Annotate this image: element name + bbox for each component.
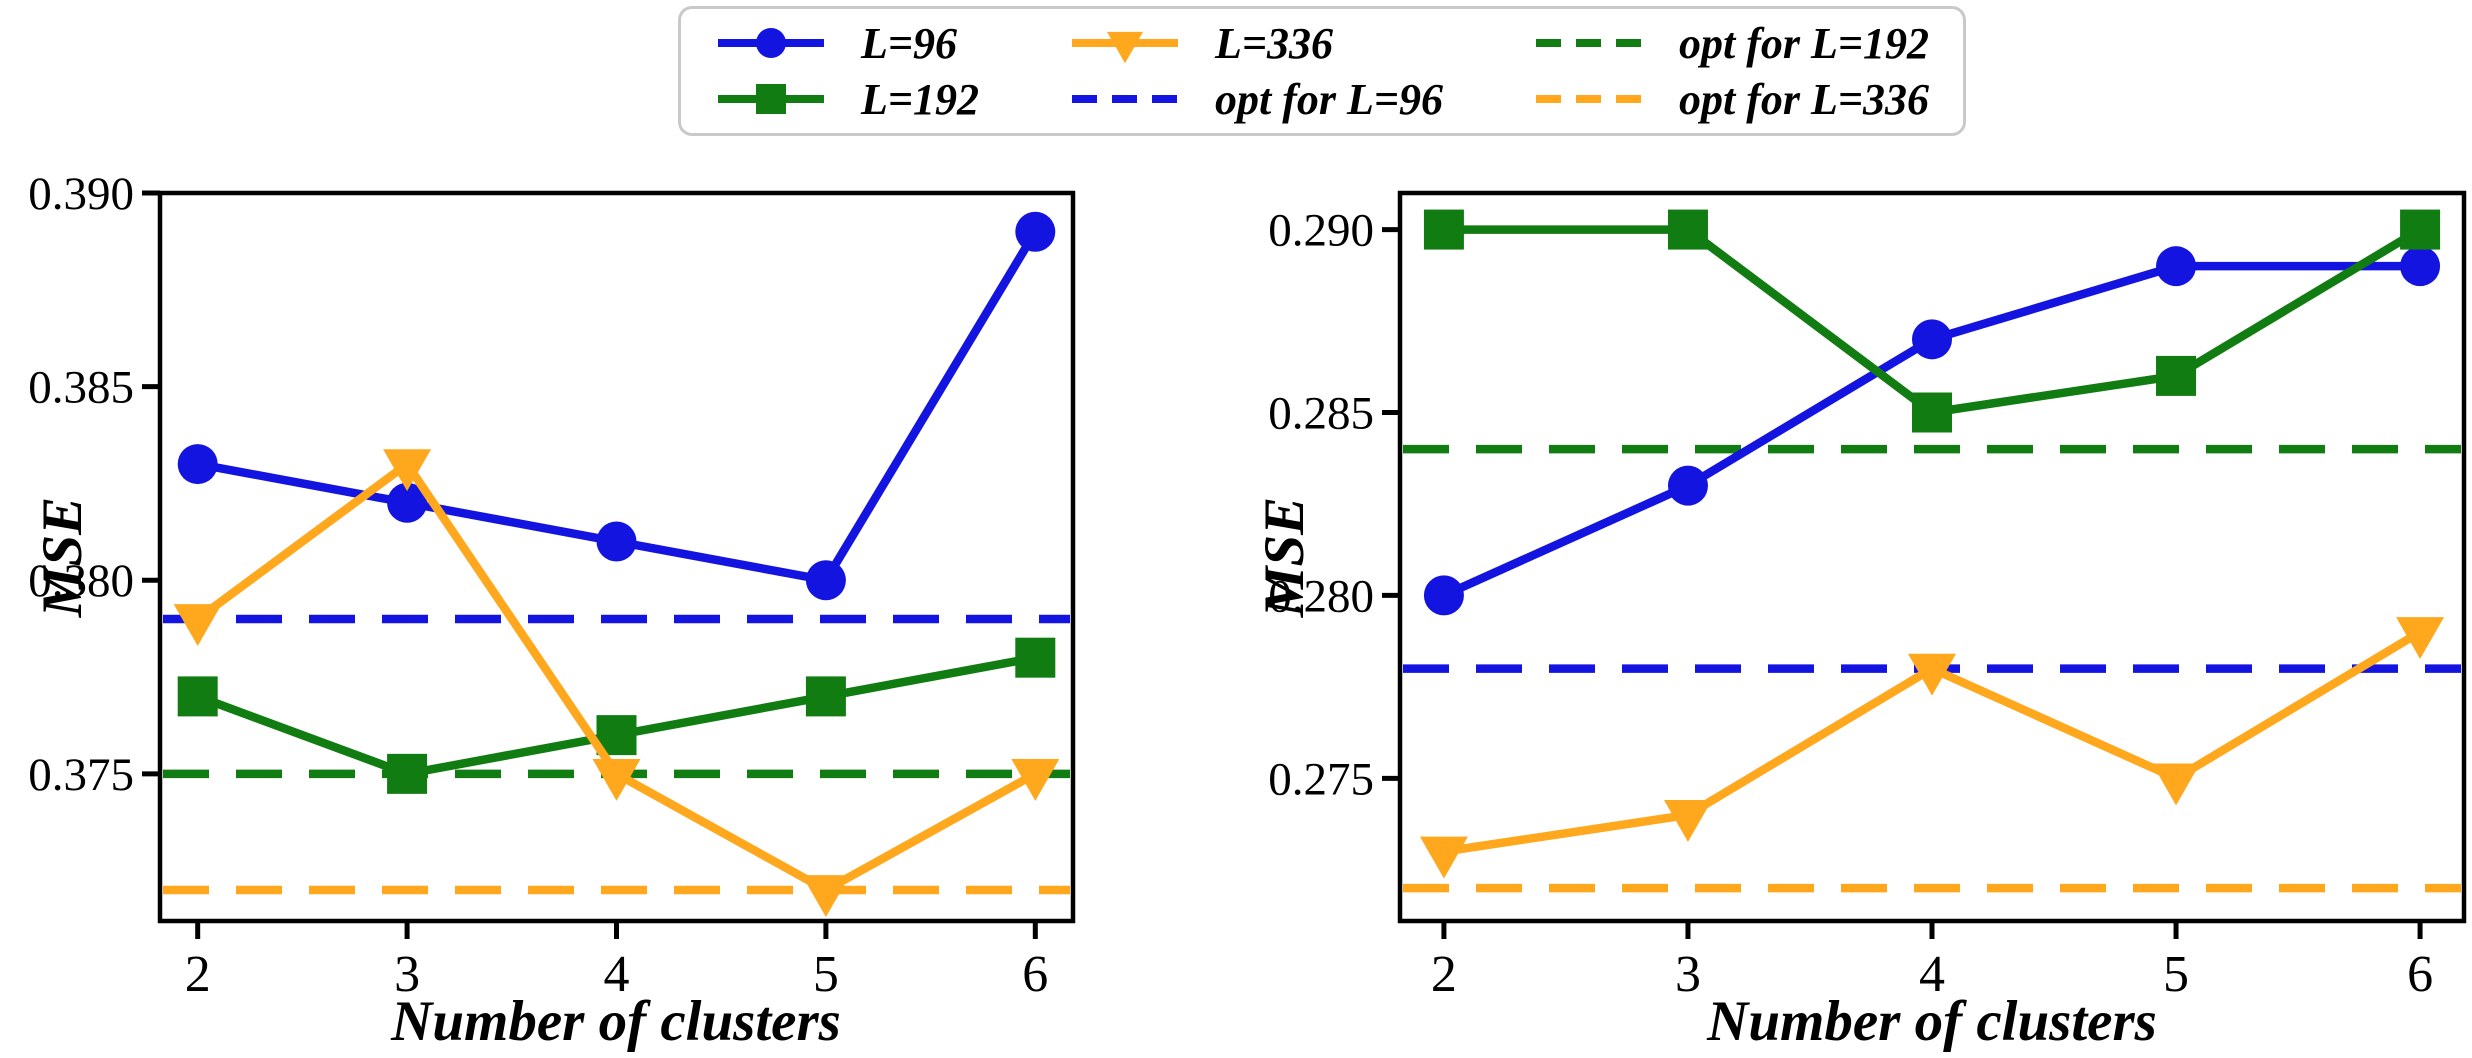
legend-item-l-96: L=96 xyxy=(715,15,979,71)
left-chart-ylabel: MSE xyxy=(31,496,94,618)
legend-item-label: opt for L=192 xyxy=(1679,18,1929,68)
data-point-square xyxy=(387,753,428,794)
data-point-square xyxy=(756,84,786,114)
dashed-line-icon xyxy=(1536,95,1643,103)
data-point-triangle-down xyxy=(1107,31,1144,64)
x-tick-label: 2 xyxy=(185,946,211,1003)
legend-item-label: L=336 xyxy=(1215,18,1333,68)
data-point-square xyxy=(805,676,846,717)
legend-item-l-336: L=336 xyxy=(1069,15,1443,71)
y-axis: 0.275 0.280 0.285 0.290 xyxy=(1268,205,1400,805)
square-marker-icon xyxy=(718,84,824,114)
data-point-square xyxy=(1667,209,1708,250)
legend-item-opt-for-l-336: opt for L=336 xyxy=(1533,71,1929,127)
dashed-line-icon xyxy=(1072,95,1179,103)
data-point-circle xyxy=(1912,319,1952,360)
data-point-triangle-down xyxy=(1419,836,1468,879)
triangle-down-marker-icon xyxy=(1072,31,1179,64)
right-chart-ylabel: MSE xyxy=(1253,496,1316,618)
data-point-square xyxy=(1423,209,1464,250)
data-point-circle xyxy=(1423,575,1464,616)
data-point-square xyxy=(1912,392,1952,433)
y-tick-label: 0.290 xyxy=(1268,205,1374,257)
y-tick-label: 0.275 xyxy=(1268,753,1374,805)
y-axis: 0.375 0.380 0.385 0.390 xyxy=(28,168,160,801)
legend-item-label: opt for L=96 xyxy=(1215,74,1443,124)
x-tick-label: 5 xyxy=(2163,946,2189,1003)
legend-item-label: L=96 xyxy=(861,18,957,68)
data-point-triangle-down xyxy=(1908,653,1956,696)
legend-item-opt-for-l-96: opt for L=96 xyxy=(1069,71,1443,127)
data-point-triangle-down xyxy=(1663,800,1712,842)
y-tick-label: 0.385 xyxy=(28,362,134,414)
data-point-square xyxy=(2400,209,2441,250)
x-tick-label: 6 xyxy=(2407,946,2433,1003)
y-tick-label: 0.285 xyxy=(1268,387,1374,439)
data-point-square xyxy=(2156,355,2197,396)
x-tick-label: 2 xyxy=(1431,946,1457,1003)
data-point-triangle-down xyxy=(173,604,222,646)
legend: L=96 L=192 L=336 opt for L=96 opt for L=192 o… xyxy=(678,6,1966,136)
data-point-circle xyxy=(596,521,637,562)
chart: 2 3 4 5 6 0.375 0.380 0.385 0.390 xyxy=(28,168,1076,1003)
data-point-square xyxy=(1015,637,1056,678)
legend-item-l-192: L=192 xyxy=(715,71,979,127)
data-point-circle xyxy=(2400,246,2441,287)
chart: 2 3 4 5 6 0.275 0.280 0.285 0.290 xyxy=(1268,190,2467,1003)
x-tick-label: 3 xyxy=(1675,946,1701,1003)
x-axis: 2 3 4 5 6 xyxy=(185,921,1048,1003)
data-point-circle xyxy=(1015,211,1056,252)
x-tick-label: 3 xyxy=(394,946,420,1003)
circle-marker-icon xyxy=(718,28,824,58)
left-chart-xlabel: Number of clusters xyxy=(391,990,841,1053)
x-tick-label: 4 xyxy=(1919,946,1945,1003)
data-point-circle xyxy=(387,482,428,523)
series-l-336 xyxy=(173,449,1060,918)
right-chart-xlabel: Number of clusters xyxy=(1707,990,2157,1053)
data-point-triangle-down xyxy=(383,449,432,492)
dashed-line-icon xyxy=(1536,39,1643,47)
y-tick-label: 0.375 xyxy=(28,749,134,801)
y-tick-label: 0.390 xyxy=(28,168,134,220)
x-tick-label: 6 xyxy=(1022,946,1048,1003)
legend-item-label: opt for L=336 xyxy=(1679,74,1929,124)
data-point-circle xyxy=(177,444,218,485)
x-tick-label: 5 xyxy=(813,946,839,1003)
data-point-triangle-down xyxy=(1011,759,1060,801)
data-point-circle xyxy=(805,560,846,601)
data-point-triangle-down xyxy=(801,875,850,918)
x-axis: 2 3 4 5 6 xyxy=(1431,921,2433,1003)
series-l-96 xyxy=(1423,246,2441,616)
legend-item-opt-for-l-192: opt for L=192 xyxy=(1533,15,1929,71)
data-point-circle xyxy=(2156,246,2197,287)
data-point-triangle-down xyxy=(2396,617,2445,659)
legend-item-label: L=192 xyxy=(861,74,979,124)
data-point-square xyxy=(177,676,218,717)
data-point-triangle-down xyxy=(592,759,641,801)
data-point-circle xyxy=(756,28,786,58)
series-l-96 xyxy=(177,211,1056,601)
data-point-circle xyxy=(1667,465,1708,506)
series-l-336 xyxy=(1419,617,2445,879)
x-tick-label: 4 xyxy=(604,946,630,1003)
y-tick-label: 0.280 xyxy=(1268,570,1374,622)
series-l-192 xyxy=(1423,209,2441,433)
data-point-triangle-down xyxy=(2152,763,2201,806)
y-tick-label: 0.380 xyxy=(28,555,134,607)
